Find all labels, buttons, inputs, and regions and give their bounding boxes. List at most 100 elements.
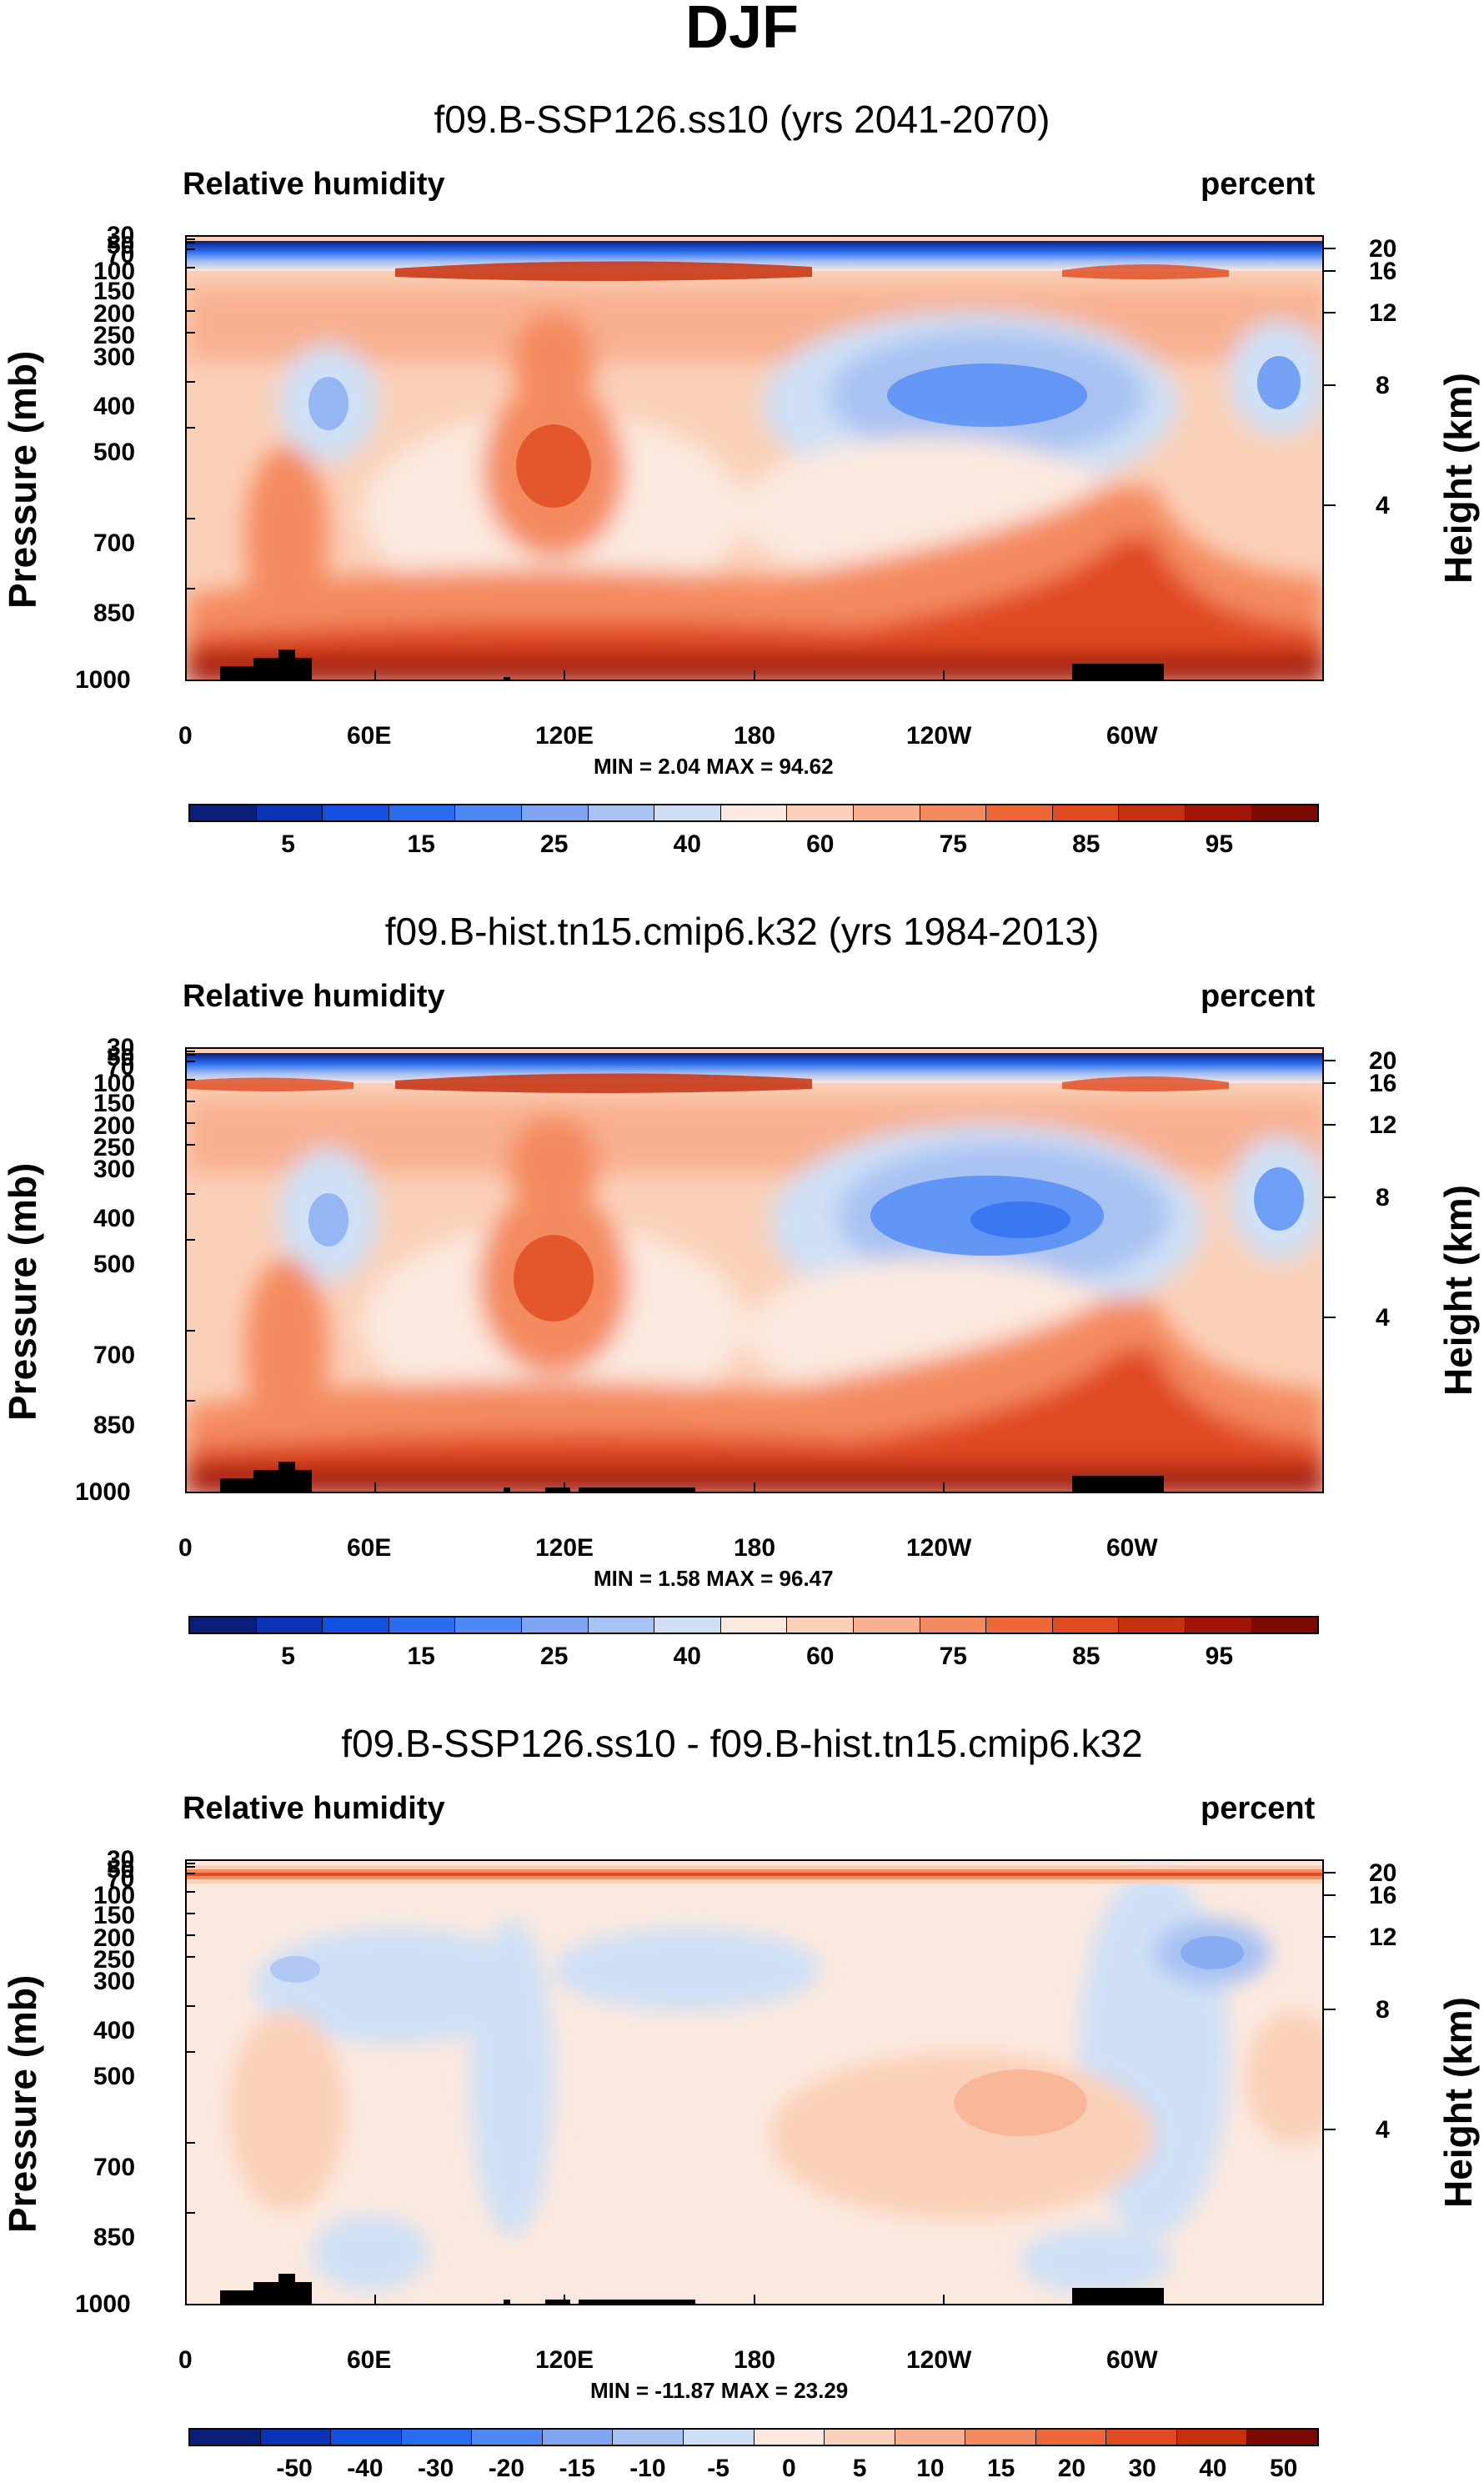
- colorbar-swatch: [1119, 1618, 1186, 1633]
- panel-2-title: f09.B-hist.tn15.cmip6.k32 (yrs 1984-2013…: [384, 910, 1100, 953]
- colorbar-swatch: [895, 2430, 966, 2445]
- colorbar-swatch: [654, 1618, 721, 1633]
- tick-p-100: 100: [93, 258, 136, 285]
- colorbar-swatch: [588, 1618, 655, 1633]
- colorbar-swatch: [588, 805, 655, 820]
- longitude-tick-mark: [185, 2295, 187, 2305]
- tick-x-60e: 60E: [347, 2346, 392, 2374]
- height-tick-mark: [1324, 1196, 1336, 1198]
- longitude-tick-mark: [374, 670, 376, 681]
- tick-p-1000: 1000: [75, 666, 131, 694]
- panel-1-units-label: percent: [1201, 167, 1316, 202]
- tick-p-850: 850: [93, 1412, 136, 1439]
- tick-p-50: 50: [107, 1856, 135, 1884]
- panel-2-y-right-title: Height (km): [1436, 1185, 1480, 1396]
- colorbar-label: -5: [707, 2455, 729, 2482]
- colorbar-label: 95: [1205, 1643, 1234, 1670]
- tick-p-300: 300: [93, 1156, 136, 1183]
- colorbar-swatch: [260, 2430, 332, 2445]
- pressure-tick-mark: [185, 248, 195, 250]
- tick-h-12: 12: [1369, 299, 1397, 327]
- colorbar-label: 95: [1205, 830, 1234, 858]
- colorbar-label: -40: [347, 2455, 384, 2482]
- colorbar-label: 40: [673, 830, 701, 858]
- tick-h-20: 20: [1369, 1859, 1397, 1887]
- tick-p-700: 700: [93, 1342, 136, 1369]
- pressure-tick-mark: [185, 1866, 195, 1868]
- pressure-tick-mark: [185, 332, 195, 334]
- pressure-tick-mark: [185, 381, 195, 383]
- tick-p-70: 70: [107, 1053, 135, 1081]
- colorbar-swatch: [1052, 805, 1120, 820]
- height-tick-mark: [1324, 2129, 1336, 2130]
- tick-p-500: 500: [93, 2063, 136, 2090]
- colorbar-swatch: [190, 2430, 261, 2445]
- pressure-tick-mark: [185, 1859, 195, 1861]
- colorbar-swatch: [986, 1618, 1053, 1633]
- colorbar-swatch: [920, 805, 987, 820]
- tick-x-120w: 120W: [906, 1534, 972, 1562]
- colorbar-swatch: [455, 805, 522, 820]
- colorbar-swatch: [256, 1618, 323, 1633]
- colorbar-label: 60: [806, 1643, 835, 1670]
- pressure-tick-mark: [185, 1956, 195, 1958]
- colorbar-swatch: [853, 805, 920, 820]
- tick-p-300: 300: [93, 1968, 136, 1995]
- panel-3-y-right-title: Height (km): [1436, 1997, 1480, 2208]
- colorbar-swatch: [754, 2430, 825, 2445]
- height-tick-mark: [1324, 270, 1336, 272]
- pressure-tick-mark: [185, 1079, 195, 1081]
- longitude-tick-mark: [943, 670, 945, 681]
- colorbar-swatch: [825, 2430, 895, 2445]
- colorbar-label: -20: [488, 2455, 525, 2482]
- colorbar-label: -10: [629, 2455, 666, 2482]
- tick-h-8: 8: [1376, 372, 1390, 399]
- tick-p-50: 50: [107, 232, 135, 259]
- tick-x-180: 180: [734, 722, 776, 750]
- height-tick-mark: [1324, 312, 1336, 314]
- colorbar-swatch: [853, 1618, 920, 1633]
- colorbar-swatch: [389, 1618, 456, 1633]
- pressure-tick-mark: [185, 2051, 195, 2053]
- pressure-tick-mark: [185, 235, 195, 237]
- tick-p-700: 700: [93, 2154, 136, 2181]
- tick-p-850: 850: [93, 599, 136, 627]
- panel-3-topography: [220, 2274, 312, 2304]
- tick-h-12: 12: [1369, 1924, 1397, 1951]
- height-tick-mark: [1324, 1317, 1336, 1318]
- tick-p-700: 700: [93, 529, 136, 557]
- pressure-tick-mark: [185, 518, 195, 519]
- tick-p-1000: 1000: [75, 1478, 131, 1506]
- panel-3-contour-field: [187, 1861, 1322, 2304]
- colorbar-swatch: [1176, 2430, 1248, 2445]
- tick-x-120e: 120E: [535, 2346, 594, 2374]
- colorbar-swatch: [1035, 2430, 1107, 2445]
- pressure-tick-mark: [185, 310, 195, 312]
- pressure-tick-mark: [185, 1400, 195, 1402]
- height-tick-mark: [1324, 1894, 1336, 1896]
- height-tick-mark: [1324, 384, 1336, 386]
- tick-p-30: 30: [107, 1034, 135, 1061]
- tick-p-70: 70: [107, 1865, 135, 1893]
- height-tick-mark: [1324, 2009, 1336, 2010]
- height-tick-mark: [1324, 1872, 1336, 1874]
- panel-1-title: f09.B-SSP126.ss10 (yrs 2041-2070): [434, 98, 1050, 141]
- tick-p-250: 250: [93, 322, 136, 349]
- tick-x-120e: 120E: [535, 722, 594, 750]
- tick-x-60w: 60W: [1106, 722, 1158, 750]
- panel-2-topography: [220, 1462, 312, 1492]
- colorbar-label: 40: [1199, 2455, 1227, 2482]
- tick-p-50: 50: [107, 1044, 135, 1071]
- tick-h-8: 8: [1376, 1996, 1390, 2024]
- colorbar-label: 30: [1128, 2455, 1156, 2482]
- longitude-tick-mark: [564, 1482, 565, 1493]
- pressure-tick-mark: [185, 1144, 195, 1146]
- colorbar-swatch: [1247, 2430, 1317, 2445]
- colorbar-swatch: [720, 1618, 788, 1633]
- longitude-tick-mark: [943, 1482, 945, 1493]
- tick-h-4: 4: [1376, 1304, 1390, 1332]
- colorbar-swatch: [521, 1618, 589, 1633]
- tick-p-200: 200: [93, 1924, 136, 1952]
- colorbar-label: 10: [916, 2455, 945, 2482]
- colorbar-swatch: [1251, 805, 1318, 820]
